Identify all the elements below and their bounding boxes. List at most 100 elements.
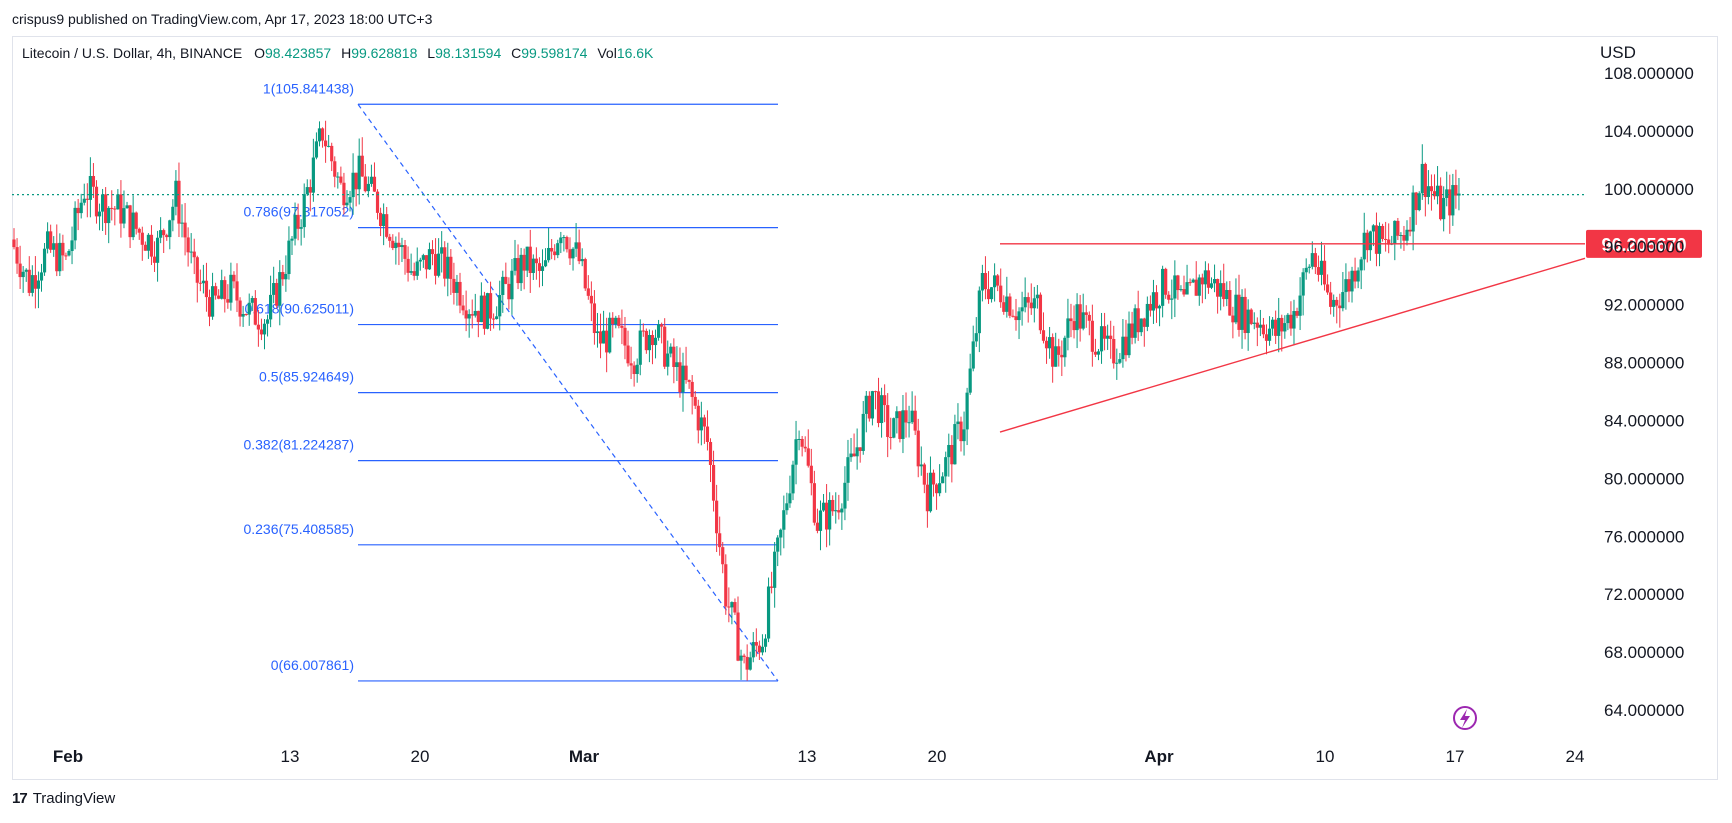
fib-level-label: 0(66.007861) — [271, 657, 354, 673]
tradingview-logo-icon: 17 — [12, 790, 28, 807]
candle-body — [1188, 282, 1192, 284]
candle-body — [632, 365, 636, 375]
candle-body — [455, 281, 459, 293]
candle-body — [1451, 185, 1455, 216]
candle-body — [1060, 354, 1064, 358]
candle-body — [238, 300, 242, 317]
candle-body — [605, 330, 609, 353]
candle-body — [1368, 231, 1372, 251]
candle-body — [568, 249, 572, 259]
candle-body — [311, 157, 315, 193]
candle-body — [889, 437, 893, 439]
candle-body — [372, 176, 377, 192]
fib-level-label: 0.382(81.224287) — [243, 437, 354, 453]
candle-body — [1066, 318, 1070, 338]
candle-body — [660, 324, 664, 327]
candle-body — [928, 472, 933, 512]
candle-body — [64, 255, 68, 257]
y-tick-label: 64.000000 — [1604, 701, 1684, 720]
lightning-bolt — [1460, 709, 1470, 728]
symbol-legend: Litecoin / U.S. Dollar, 4h, BINANCE O98.… — [22, 45, 659, 61]
candle-body — [348, 197, 352, 203]
fib-level-label: 0.618(90.625011) — [245, 301, 355, 317]
candle-body — [217, 295, 221, 299]
candle-body — [1267, 328, 1272, 341]
candle-body — [794, 439, 798, 465]
candle-body — [323, 140, 328, 147]
candle-body — [745, 656, 749, 670]
candle-body — [1102, 326, 1107, 339]
candle-body — [916, 430, 920, 467]
candle-body — [39, 272, 44, 281]
candle-body — [351, 172, 355, 198]
x-tick-label: 10 — [1316, 747, 1335, 766]
candle-body — [1161, 268, 1165, 306]
candle-body — [699, 417, 703, 431]
candle-body — [531, 258, 535, 274]
fib-level-label: 0.236(75.408585) — [243, 521, 354, 537]
candle-body — [1249, 309, 1253, 324]
currency-label[interactable]: USD — [1600, 43, 1636, 62]
candle-body — [1429, 186, 1434, 192]
publish-info: crispus9 published on TradingView.com, A… — [12, 11, 433, 27]
high-label: H — [341, 45, 352, 61]
candle-body — [944, 457, 948, 477]
candle-body — [210, 286, 215, 317]
candle-body — [125, 205, 129, 209]
candle-body — [207, 297, 212, 317]
candle-body — [1216, 279, 1220, 297]
candle-body — [1301, 272, 1305, 296]
candle-body — [140, 232, 144, 245]
y-tick-label: 68.000000 — [1604, 643, 1684, 662]
candle-body — [510, 270, 514, 300]
candle-body — [1099, 326, 1104, 352]
candle-body — [214, 286, 218, 296]
candle-body — [1179, 289, 1183, 291]
candle-body — [1417, 193, 1421, 211]
candle-body — [1029, 302, 1033, 309]
candle-body — [647, 335, 652, 351]
candle-body — [1435, 185, 1440, 197]
candle-body — [846, 457, 850, 483]
candle-body — [993, 275, 997, 288]
candle-body — [400, 245, 404, 248]
candle-body — [73, 207, 77, 241]
candle-body — [397, 242, 401, 248]
candle-body — [1384, 238, 1388, 240]
candle-body — [1075, 304, 1079, 331]
candle-body — [476, 310, 480, 323]
candle-body — [1005, 296, 1009, 312]
candle-body — [430, 249, 435, 255]
candle-body — [1286, 314, 1290, 324]
candle-body — [174, 180, 178, 207]
candle-body — [1051, 337, 1055, 367]
candle-body — [1130, 323, 1134, 338]
candle-body — [244, 314, 248, 316]
candle-body — [546, 247, 551, 261]
candle-body — [1454, 185, 1458, 196]
candle-body — [470, 314, 474, 316]
y-tick-label: 72.000000 — [1604, 585, 1684, 604]
close-value: 99.598174 — [521, 45, 588, 61]
candle-body — [598, 331, 603, 344]
candle-body — [1423, 163, 1427, 197]
candle-body — [1072, 321, 1076, 331]
candle-body — [663, 326, 667, 367]
candle-body — [959, 421, 963, 442]
candle-body — [290, 238, 294, 241]
footer-branding[interactable]: 17 TradingView — [12, 790, 115, 807]
candle-body — [1261, 324, 1266, 335]
candle-body — [482, 295, 487, 329]
candle-body — [1191, 279, 1195, 283]
candle-body — [1157, 305, 1162, 309]
candle-body — [1142, 318, 1146, 327]
candle-body — [360, 155, 364, 177]
volume-value: 16.6K — [616, 45, 654, 61]
candle-body — [345, 202, 349, 206]
candle-body — [378, 212, 383, 227]
lightning-icon[interactable] — [1453, 706, 1477, 730]
x-tick-label: 20 — [928, 747, 947, 766]
symbol-name[interactable]: Litecoin / U.S. Dollar, 4h, BINANCE — [22, 45, 243, 61]
candle-body — [406, 258, 410, 273]
